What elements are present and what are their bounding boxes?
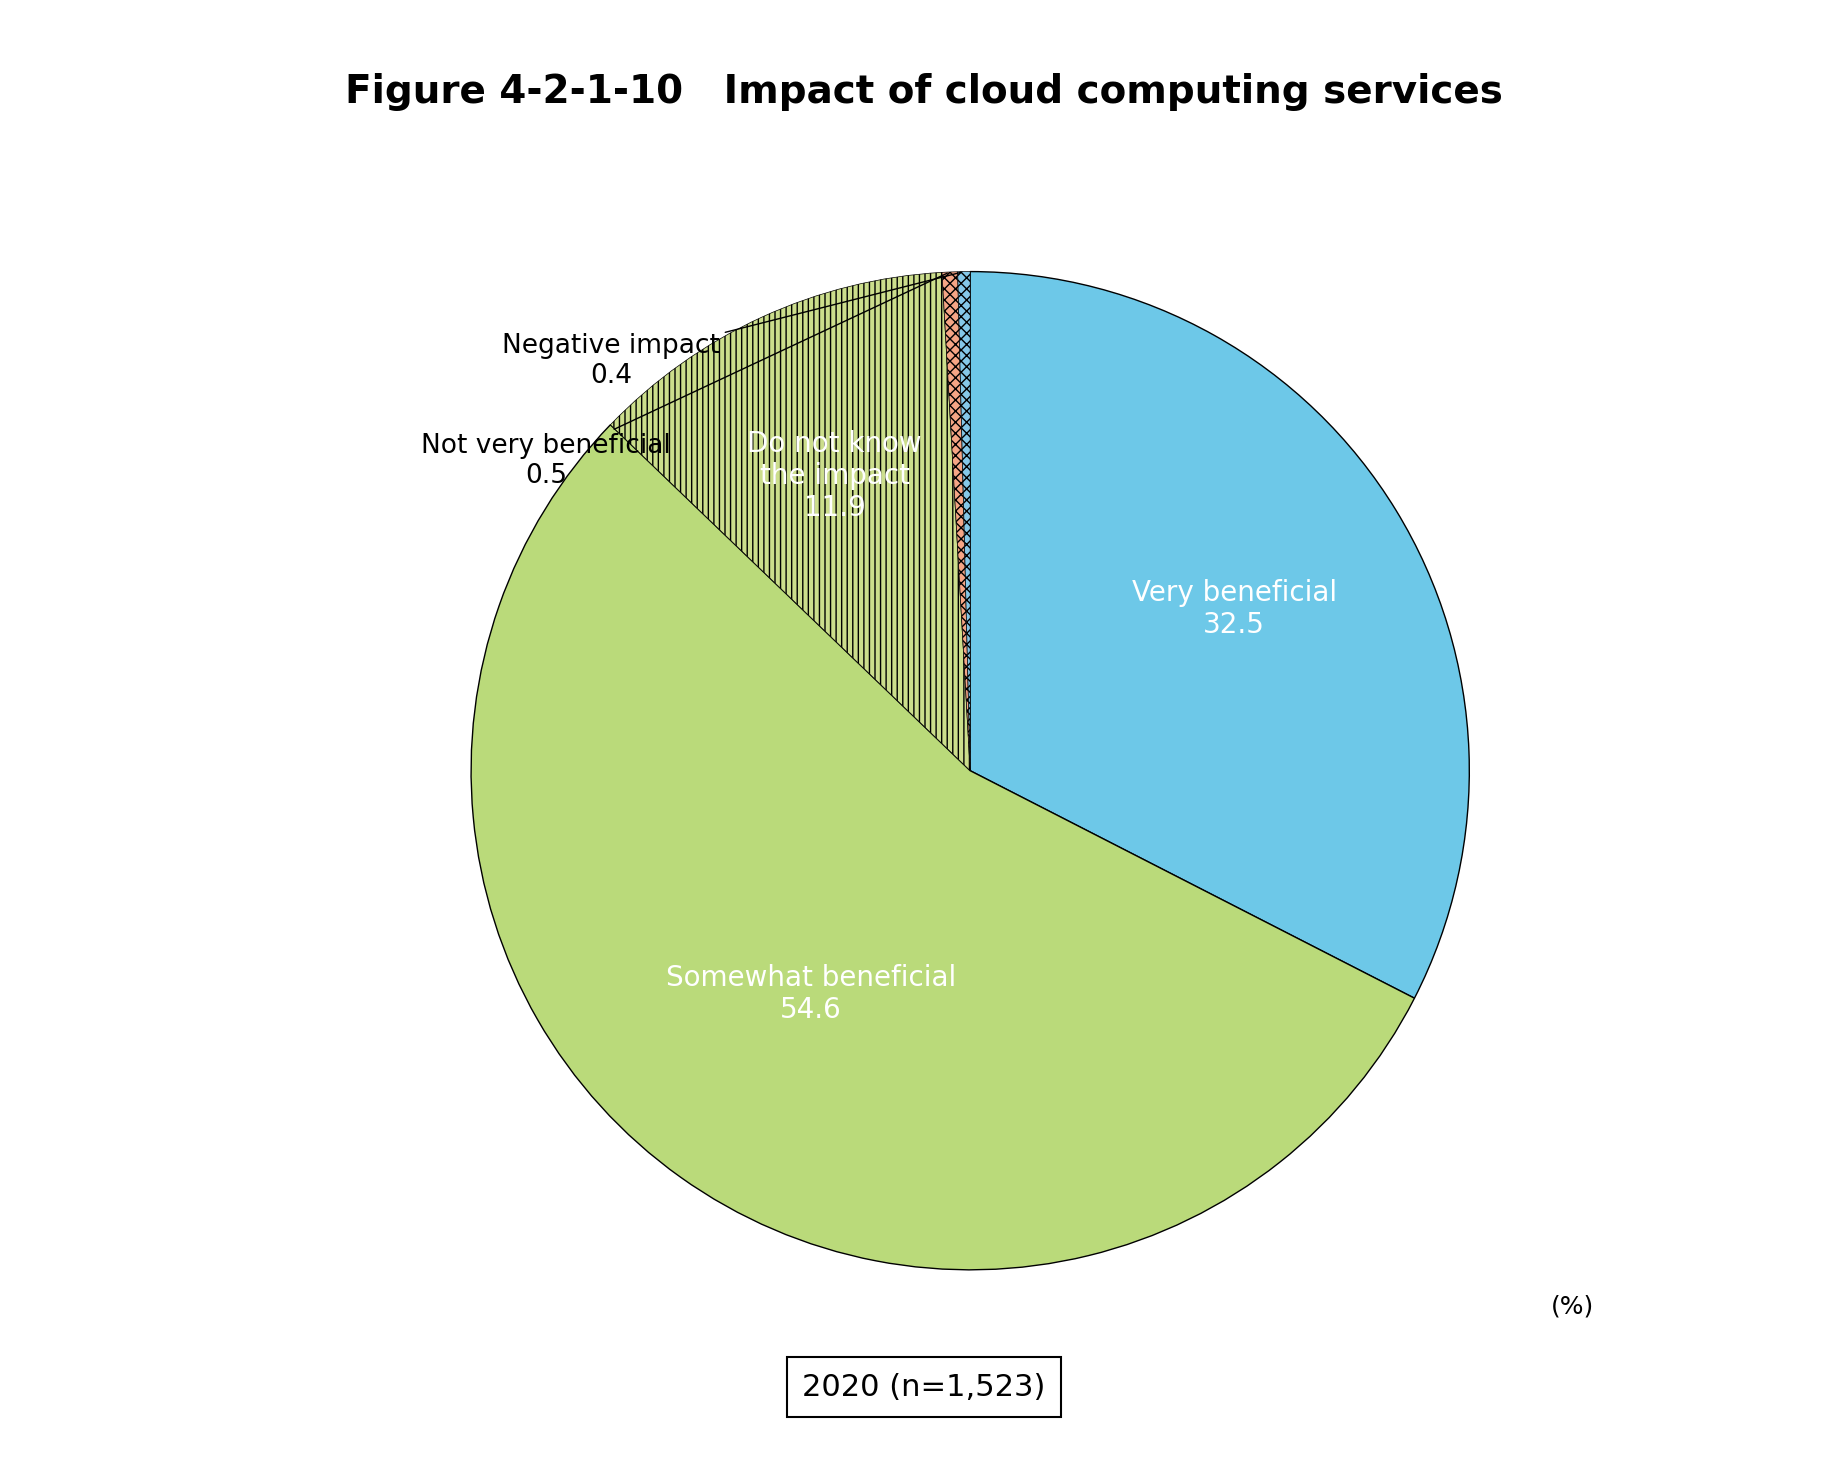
- Text: (%): (%): [1550, 1295, 1595, 1318]
- Text: Do not know
the impact
11.9: Do not know the impact 11.9: [747, 430, 922, 523]
- Wedge shape: [957, 272, 970, 771]
- Text: Very beneficial
32.5: Very beneficial 32.5: [1131, 578, 1336, 640]
- Text: Negative impact
0.4: Negative impact 0.4: [503, 272, 961, 389]
- Text: Figure 4-2-1-10   Impact of cloud computing services: Figure 4-2-1-10 Impact of cloud computin…: [346, 73, 1502, 112]
- Wedge shape: [942, 272, 970, 771]
- Text: Not very beneficial
0.5: Not very beneficial 0.5: [421, 273, 948, 489]
- Wedge shape: [610, 273, 970, 771]
- Wedge shape: [471, 424, 1414, 1270]
- Wedge shape: [970, 272, 1469, 998]
- Text: 2020 (n=1,523): 2020 (n=1,523): [802, 1373, 1046, 1402]
- Text: Somewhat beneficial
54.6: Somewhat beneficial 54.6: [665, 964, 955, 1025]
